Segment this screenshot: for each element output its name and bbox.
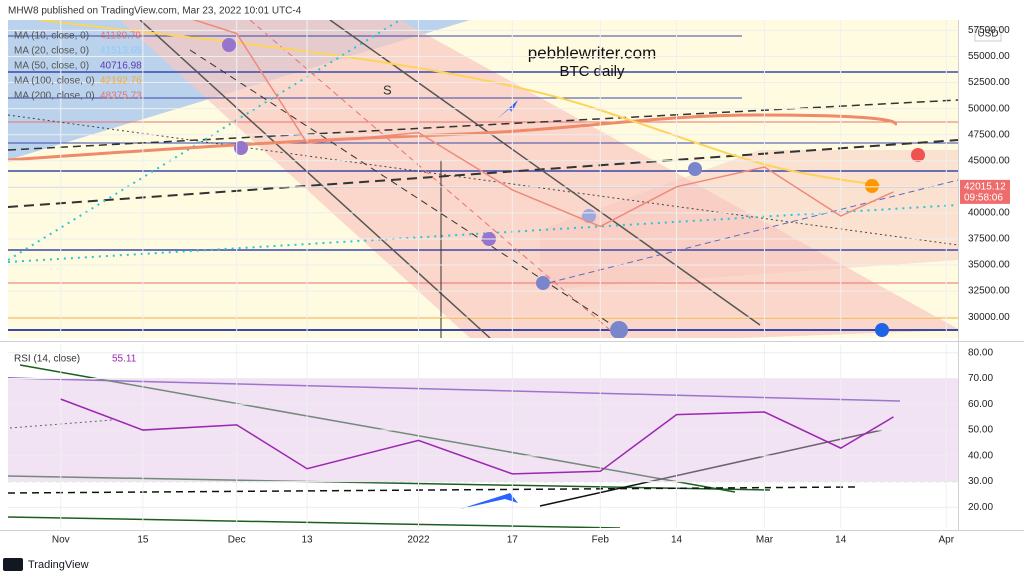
x-tick-label: 17 — [507, 535, 519, 546]
indicator-value: 40716.98 — [100, 61, 142, 72]
indicator-value: 41180.79 — [100, 31, 141, 42]
footer: TradingView — [28, 559, 89, 571]
indicator-name: MA (50, close, 0) — [14, 61, 89, 72]
rsi-title: RSI (14, close) — [14, 354, 80, 365]
y-tick-label: 40.00 — [968, 450, 993, 461]
y-tick-label: 37500.00 — [968, 234, 1010, 245]
indicator-value: 41513.65 — [100, 46, 142, 57]
x-tick-label: Feb — [592, 535, 610, 546]
last-time: 09:58:06 — [964, 193, 1003, 204]
y-tick-label: 40000.00 — [968, 208, 1010, 219]
logo — [3, 558, 23, 571]
annotation-subtitle: BTC daily — [559, 63, 625, 80]
annotation: S — [383, 82, 392, 97]
pane — [8, 20, 958, 338]
last-price-box — [960, 179, 1010, 204]
y-tick-label: 47500.00 — [968, 129, 1010, 140]
y-tick-label: 32500.00 — [968, 286, 1010, 297]
x-tick-label: 2022 — [407, 535, 430, 546]
y-tick-label: 50000.00 — [968, 103, 1010, 114]
y-tick-label: 57500.00 — [968, 25, 1010, 36]
x-tick-label: Apr — [938, 535, 954, 546]
currency-box — [974, 26, 1002, 42]
rsi-value: 55.11 — [112, 354, 137, 365]
pane — [8, 345, 958, 528]
rsi-drawings — [8, 364, 901, 528]
indicator-name: MA (200, close, 0) — [14, 91, 95, 102]
indicator-name: MA (10, close, 0) — [14, 31, 89, 42]
y-tick-label: 30000.00 — [968, 312, 1010, 323]
y-tick-label: 50.00 — [968, 425, 993, 436]
indicator-name: MA (100, close, 0) — [14, 76, 95, 87]
x-tick-label: 14 — [835, 535, 847, 546]
y-tick-label: 30.00 — [968, 476, 993, 487]
series-line — [60, 398, 894, 475]
y-tick-label: 80.00 — [968, 347, 993, 358]
indicator-value: 42192.76 — [100, 76, 142, 87]
x-tick-label: Nov — [52, 535, 70, 546]
x-tick-label: 15 — [137, 535, 149, 546]
y-tick-label: 52500.00 — [968, 77, 1010, 88]
drawings — [8, 20, 958, 338]
x-tick-label: Mar — [756, 535, 774, 546]
series-line — [192, 20, 894, 228]
y-tick-label: 35000.00 — [968, 260, 1010, 271]
y-tick-label: 45000.00 — [968, 155, 1010, 166]
currency: USD — [977, 29, 998, 40]
y-tick-label: 55000.00 — [968, 51, 1010, 62]
indicator-value: 48375.73 — [100, 91, 142, 102]
y-tick-label: 70.00 — [968, 373, 993, 384]
x-tick-label: Dec — [228, 535, 246, 546]
y-tick-label: 20.00 — [968, 502, 993, 513]
x-tick-label: 14 — [671, 535, 683, 546]
x-tick-label: 13 — [302, 535, 314, 546]
indicator-name: MA (20, close, 0) — [14, 46, 89, 57]
annotation-title: pebblewriter.com — [528, 43, 657, 62]
y-tick-label: 60.00 — [968, 399, 993, 410]
header: MHW8 published on TradingView.com, Mar 2… — [8, 6, 302, 17]
last-price: 42015.12 — [964, 182, 1006, 193]
